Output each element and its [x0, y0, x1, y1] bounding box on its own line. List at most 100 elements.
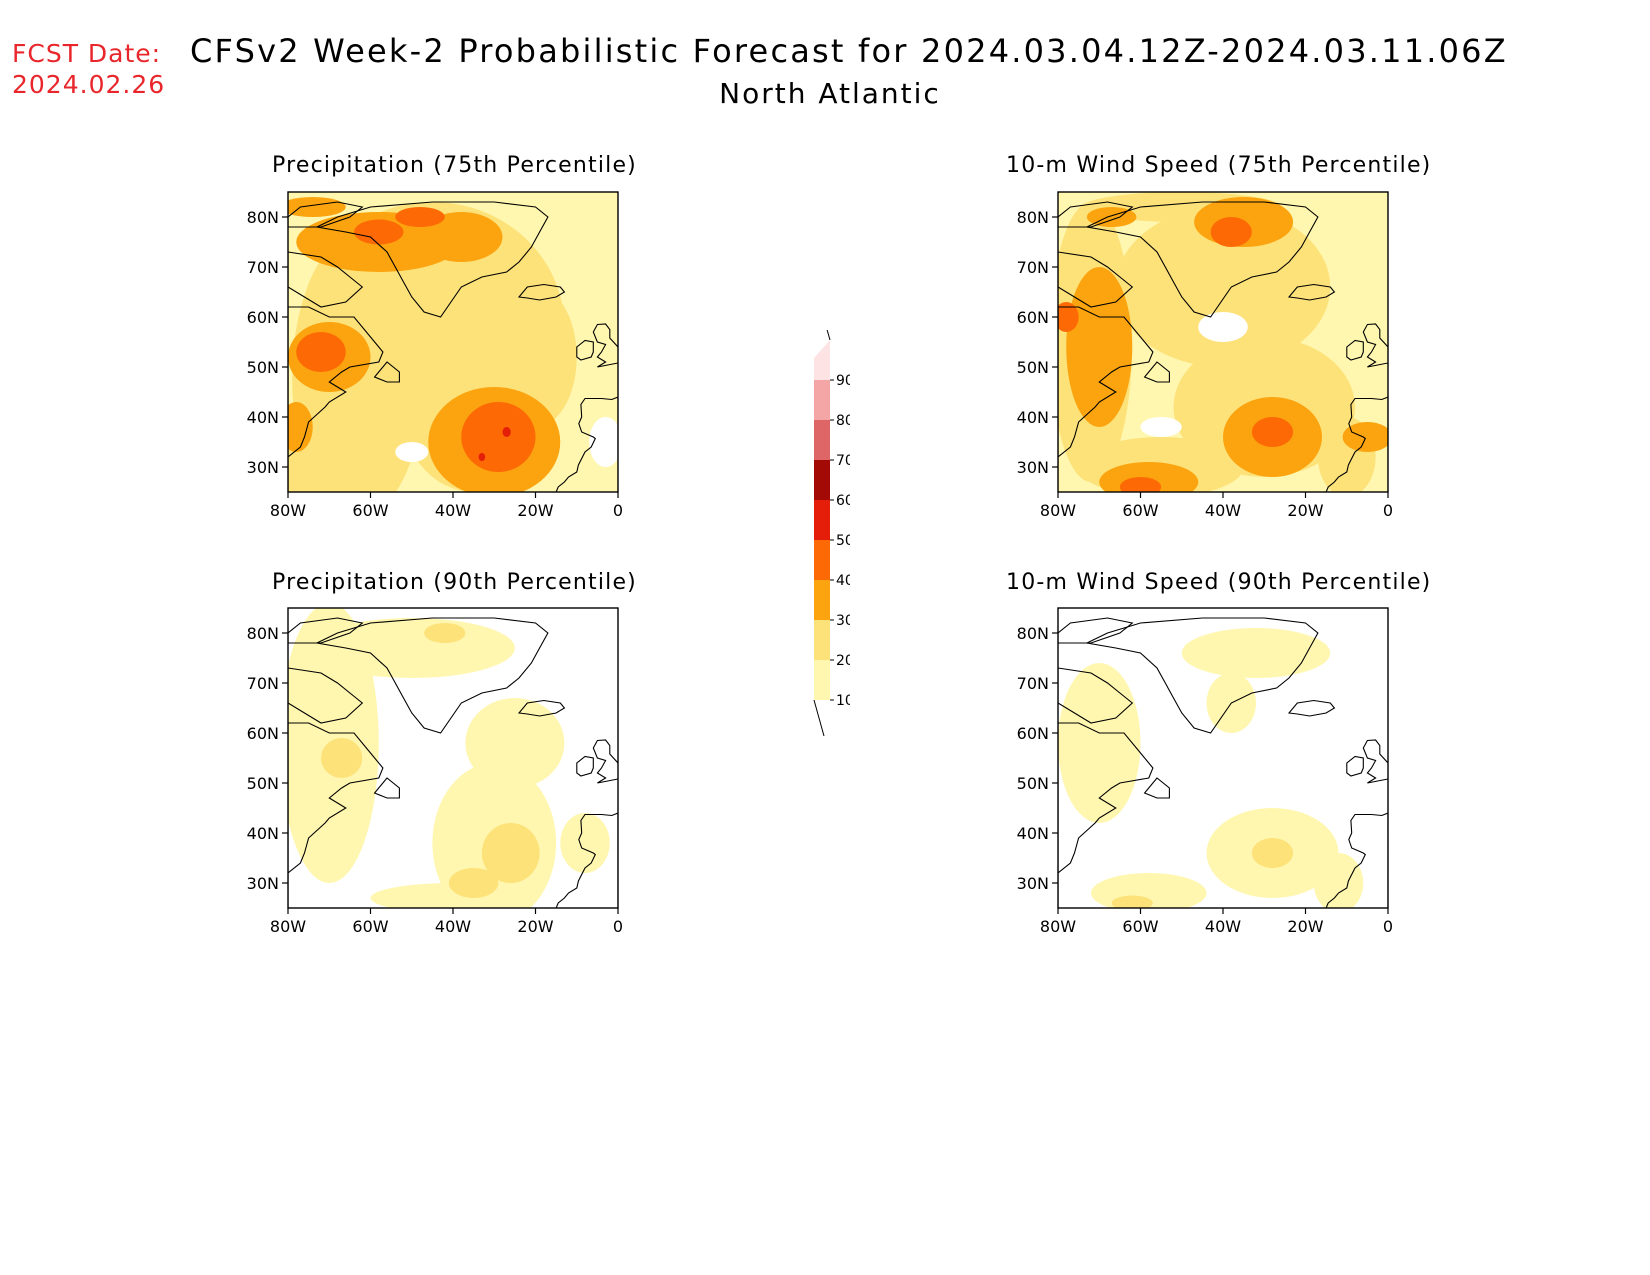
contour-region [296, 332, 346, 372]
coastline [288, 306, 384, 492]
coastline [1325, 812, 1388, 908]
coastline [288, 617, 364, 644]
coastline [1058, 617, 1134, 644]
coastline [315, 617, 549, 734]
contour-region [1066, 267, 1133, 427]
coastline [315, 201, 549, 318]
lat-tick-label: 30N [1017, 458, 1049, 477]
lon-tick-label: 20W [1287, 917, 1323, 936]
lat-tick-label: 80N [247, 208, 279, 227]
lon-tick-label: 80W [270, 917, 306, 936]
contour-region [1058, 663, 1141, 823]
colorbar-label: 10 [836, 693, 850, 709]
coastline [1058, 251, 1134, 308]
colorbar-segment [814, 620, 830, 660]
lon-tick-label: 80W [270, 501, 306, 520]
lon-tick-label: 0 [1383, 501, 1393, 520]
contour-region [288, 197, 346, 217]
lon-tick-label: 20W [517, 501, 553, 520]
lat-tick-label: 50N [247, 774, 279, 793]
colorbar-label: 30 [836, 613, 850, 629]
contour-region [461, 402, 536, 472]
coastline [1325, 396, 1388, 492]
coastline [1143, 361, 1170, 383]
lat-tick-label: 60N [247, 724, 279, 743]
forecast-date-label: FCST Date: 2024.02.26 [12, 38, 165, 100]
map-wind-75th: 80W 60W 40W 20W 0 80N 70N 60N 50N 40N 30N [1017, 191, 1393, 520]
colorbar-segment [814, 460, 830, 500]
contour-region [448, 868, 499, 898]
panel-title-precip75: Precipitation (75th Percentile) [272, 153, 637, 178]
lon-tick-label: 40W [435, 501, 471, 520]
lat-tick-label: 50N [1017, 774, 1049, 793]
contour-region [1313, 853, 1364, 908]
coastline [288, 722, 384, 908]
panel-title-precip90: Precipitation (90th Percentile) [272, 570, 637, 595]
coastline [592, 739, 618, 784]
colorbar-label: 40 [836, 573, 850, 589]
contour-region [395, 442, 429, 462]
panel-title-wind90: 10-m Wind Speed (90th Percentile) [1006, 570, 1432, 595]
lat-tick-label: 40N [247, 408, 279, 427]
contour-region [502, 427, 511, 437]
contour-region [288, 427, 379, 492]
colorbar-label: 70 [836, 453, 850, 469]
contour-region [1115, 207, 1331, 367]
coastline [288, 201, 364, 228]
contour-region [1058, 302, 1079, 332]
coastline [517, 699, 566, 717]
coastline [517, 283, 566, 301]
page-subtitle: North Atlantic [719, 77, 941, 110]
colorbar-segment [814, 420, 830, 460]
lat-tick-label: 40N [1017, 408, 1049, 427]
contour-region [395, 207, 445, 227]
coastline [1143, 777, 1170, 799]
colorbar-segment [814, 340, 830, 380]
lat-tick-label: 50N [247, 358, 279, 377]
coastline [1058, 667, 1134, 724]
colorbar-segment [814, 380, 830, 420]
page-title: CFSv2 Week-2 Probabilistic Forecast for … [190, 32, 1508, 70]
lat-tick-label: 80N [1017, 624, 1049, 643]
lat-tick-label: 60N [247, 308, 279, 327]
coastline [1058, 201, 1134, 228]
contour-region [560, 813, 610, 873]
contour-region [1210, 217, 1252, 247]
lon-tick-label: 0 [1383, 917, 1393, 936]
colorbar-legend: 10 20 30 40 50 60 70 80 90 [813, 330, 850, 737]
coastline [1362, 323, 1388, 368]
coastline [555, 812, 618, 908]
lon-tick-label: 60W [1122, 501, 1158, 520]
contour-region [478, 453, 486, 461]
lat-tick-label: 70N [247, 674, 279, 693]
colorbar-label: 80 [836, 413, 850, 429]
lat-tick-label: 80N [1017, 208, 1049, 227]
contour-region [1181, 628, 1331, 678]
lon-tick-label: 60W [352, 501, 388, 520]
lon-tick-label: 0 [613, 917, 623, 936]
lon-tick-label: 20W [1287, 501, 1323, 520]
colorbar-segment [814, 580, 830, 620]
contour-region [1251, 417, 1294, 447]
lat-tick-label: 70N [1017, 674, 1049, 693]
lon-tick-label: 80W [1040, 501, 1076, 520]
contour-region [424, 623, 466, 643]
contour-region [589, 417, 618, 467]
lon-tick-label: 80W [1040, 917, 1076, 936]
map-precip-75th: 80W 60W 40W 20W 0 80N 70N 60N 50N 40N 30N [247, 191, 623, 520]
lon-tick-label: 60W [352, 917, 388, 936]
colorbar-label: 60 [836, 493, 850, 509]
contour-region [1111, 895, 1153, 908]
coastline [373, 361, 400, 383]
coastline [592, 323, 618, 368]
colorbar-label: 20 [836, 653, 850, 669]
contour-region [481, 823, 540, 883]
coastline [288, 667, 364, 724]
fcst-label: FCST Date: [12, 39, 162, 68]
colorbar-segment [814, 540, 830, 580]
contour-region [420, 212, 503, 262]
lon-tick-label: 40W [1205, 501, 1241, 520]
coastline [1362, 739, 1388, 784]
coastline [576, 755, 594, 777]
contour-region [308, 618, 515, 678]
